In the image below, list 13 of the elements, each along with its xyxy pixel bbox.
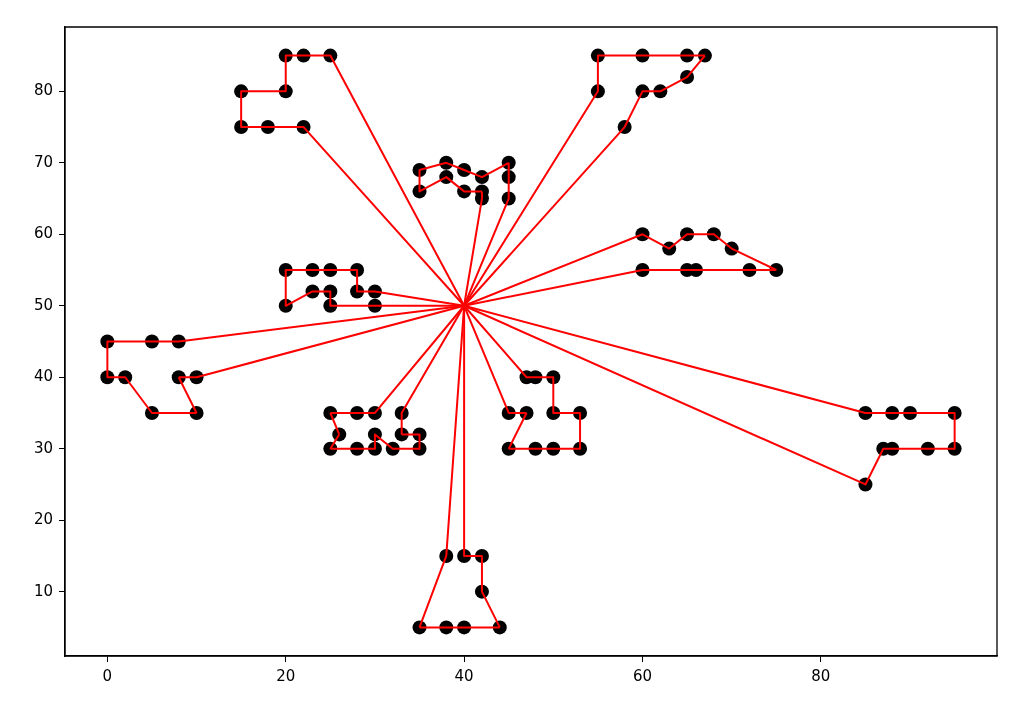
y-tick-label: 20	[33, 510, 53, 529]
y-tick-label: 10	[33, 581, 53, 600]
x-tick-label: 80	[811, 666, 831, 685]
y-tick-label: 50	[33, 295, 53, 314]
y-tick-label: 60	[33, 224, 53, 243]
y-tick-label: 70	[33, 152, 53, 171]
y-tick-label: 40	[33, 367, 53, 386]
y-tick-label: 80	[33, 81, 53, 100]
x-tick-label: 40	[454, 666, 474, 685]
x-tick-label: 20	[276, 666, 296, 685]
x-tick-label: 60	[632, 666, 653, 685]
y-tick-label: 30	[33, 438, 53, 457]
x-tick-label: 0	[102, 666, 113, 685]
